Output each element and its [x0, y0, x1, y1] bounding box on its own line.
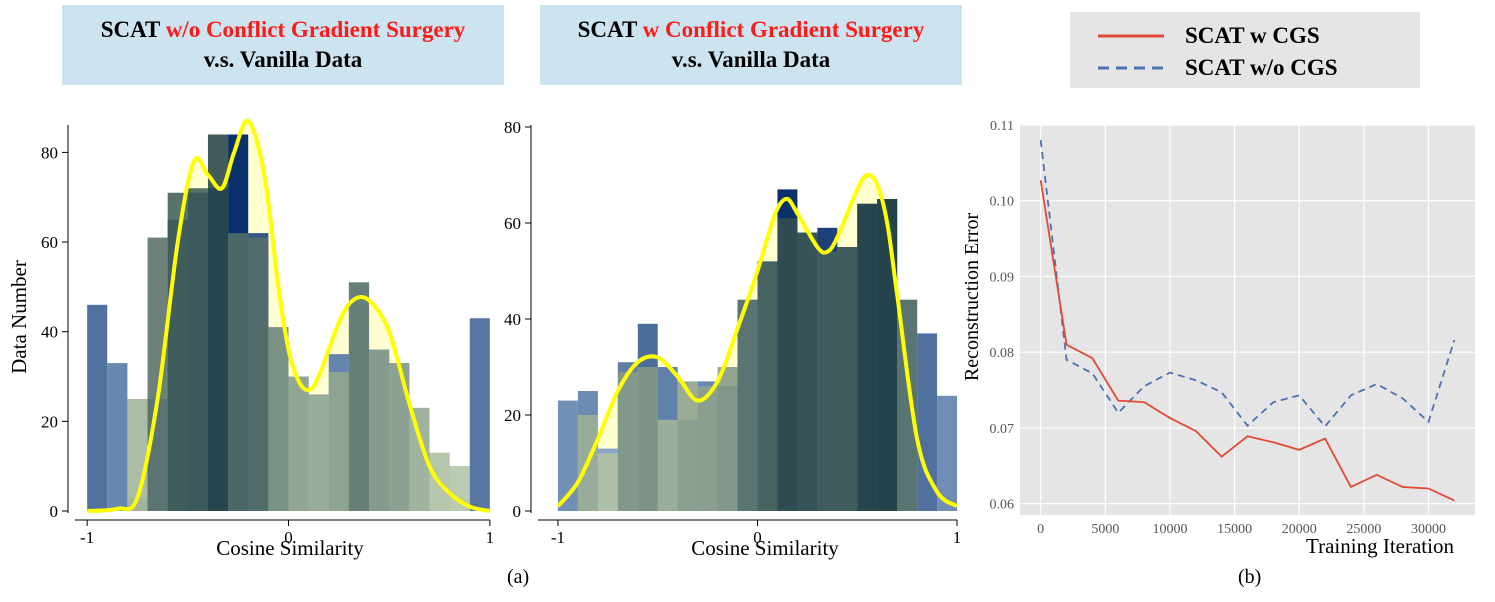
bar-vanilla-data [268, 327, 289, 511]
title-highlight: w Conflict Gradient Surgery [642, 17, 925, 42]
bar-scat-w-cgs [557, 400, 578, 511]
y-tick-label: 80 [504, 118, 521, 137]
panel-title-middle: SCAT w Conflict Gradient Surgery v.s. Va… [540, 5, 962, 85]
kde-curve [86, 118, 491, 513]
bar-scat-w-o-cgs [469, 318, 490, 511]
bar-vanilla-data [328, 372, 349, 511]
bar-vanilla-data [817, 251, 838, 512]
histogram-without-cgs: Cosine Similarity Data Number 0 20 40 60 80 -… [7, 118, 495, 560]
bar-vanilla-data [637, 367, 658, 511]
y-tick-label: 60 [504, 214, 521, 233]
bar-vanilla-data [308, 394, 329, 511]
bar-vanilla-data [857, 203, 878, 512]
x-axis-label: Cosine Similarity [216, 536, 364, 560]
bar-vanilla-data [757, 261, 778, 511]
y-tick-label: 80 [41, 143, 58, 162]
line-chart-legend: SCAT w CGS SCAT w/o CGS [1070, 12, 1420, 88]
caption-b: (b) [1238, 566, 1262, 588]
y-tick-label: 0.10 [990, 195, 1015, 210]
x-tick-label: 5000 [1091, 522, 1119, 537]
y-tick-label: 0.06 [990, 498, 1015, 513]
bar-scat-w-o-cgs [87, 304, 108, 511]
y-tick-label: 0.08 [990, 346, 1015, 361]
bar-vanilla-data [697, 386, 718, 511]
x-tick-label: 1 [486, 528, 495, 547]
y-tick-label: 60 [41, 233, 58, 252]
bar-vanilla-data [877, 199, 898, 511]
bar-vanilla-data [348, 282, 370, 511]
kde-curve [556, 172, 959, 508]
x-tick-label: 15000 [1217, 522, 1252, 537]
x-tick-label: 25000 [1346, 522, 1381, 537]
y-tick-label: 0.07 [990, 422, 1015, 437]
line-scat-w-cgs [1039, 180, 1455, 502]
y-axis-label: Reconstruction Error [961, 213, 983, 382]
bar-vanilla-data [147, 237, 168, 511]
y-tick-label: 0 [513, 502, 522, 521]
line-scat-wo-cgs [1039, 140, 1456, 428]
x-tick-label: 0 [1037, 522, 1044, 537]
bar-scat-w-o-cgs [107, 363, 128, 511]
y-tick-label: 0.11 [990, 119, 1014, 134]
bar-vanilla-data [717, 367, 738, 511]
caption-a: (a) [507, 566, 530, 588]
title-line2: v.s. Vanilla Data [203, 47, 363, 72]
bar-vanilla-data [657, 419, 678, 511]
reconstruction-error-line-chart: Reconstruction Error Training Iteration … [961, 119, 1475, 558]
bar-vanilla-data [288, 376, 309, 511]
bar-vanilla-data [207, 134, 229, 511]
bar-vanilla-data [597, 453, 618, 511]
bar-vanilla-data [248, 237, 269, 511]
legend-label-wo-cgs: SCAT w/o CGS [1185, 55, 1338, 80]
bar-vanilla-data [369, 349, 390, 511]
bar-scat-w-cgs [937, 395, 958, 511]
plot-background [1020, 125, 1475, 515]
title-line2: v.s. Vanilla Data [671, 47, 831, 72]
bar-vanilla-data [617, 371, 638, 511]
bar-vanilla-data [187, 188, 208, 511]
bar-vanilla-data [389, 363, 410, 511]
title-prefix: SCAT [100, 17, 160, 42]
legend-label-w-cgs: SCAT w CGS [1185, 23, 1320, 48]
y-tick-label: 20 [504, 406, 521, 425]
x-tick-label: 1 [953, 528, 962, 547]
bar-vanilla-data [677, 381, 698, 511]
y-tick-label: 40 [504, 310, 521, 329]
bar-vanilla-data [777, 218, 798, 511]
y-axis-label: Data Number [7, 260, 31, 374]
y-tick-label: 40 [41, 323, 58, 342]
bar-vanilla-data [837, 247, 858, 511]
histogram-with-cgs: Cosine Similarity 0 20 40 60 80 -1 0 1 [504, 118, 962, 560]
y-tick-label: 20 [41, 412, 58, 431]
title-highlight: w/o Conflict Gradient Surgery [165, 17, 466, 42]
y-tick-label: 0 [50, 502, 59, 521]
x-tick-label: 0 [753, 528, 762, 547]
bar-vanilla-data [797, 232, 818, 511]
bar-vanilla-data [409, 407, 430, 511]
x-tick-label: 20000 [1282, 522, 1317, 537]
x-axis-label: Training Iteration [1306, 534, 1454, 558]
x-tick-label: 10000 [1152, 522, 1187, 537]
bar-vanilla-data [897, 299, 918, 511]
x-tick-label: 30000 [1411, 522, 1446, 537]
legend-svg: SCAT w CGS SCAT w/o CGS [1098, 23, 1338, 80]
x-axis-label: Cosine Similarity [691, 536, 839, 560]
y-tick-label: 0.09 [990, 270, 1015, 285]
panel-title-left: SCAT w/o Conflict Gradient Surgery v.s. … [62, 5, 504, 85]
title-prefix: SCAT [577, 17, 637, 42]
bar-vanilla-data [228, 233, 249, 511]
bar-vanilla-data [737, 299, 758, 511]
x-tick-label: 0 [284, 528, 293, 547]
bar-scat-w-cgs [917, 333, 938, 511]
x-tick-label: -1 [80, 528, 94, 547]
x-tick-label: -1 [551, 528, 565, 547]
